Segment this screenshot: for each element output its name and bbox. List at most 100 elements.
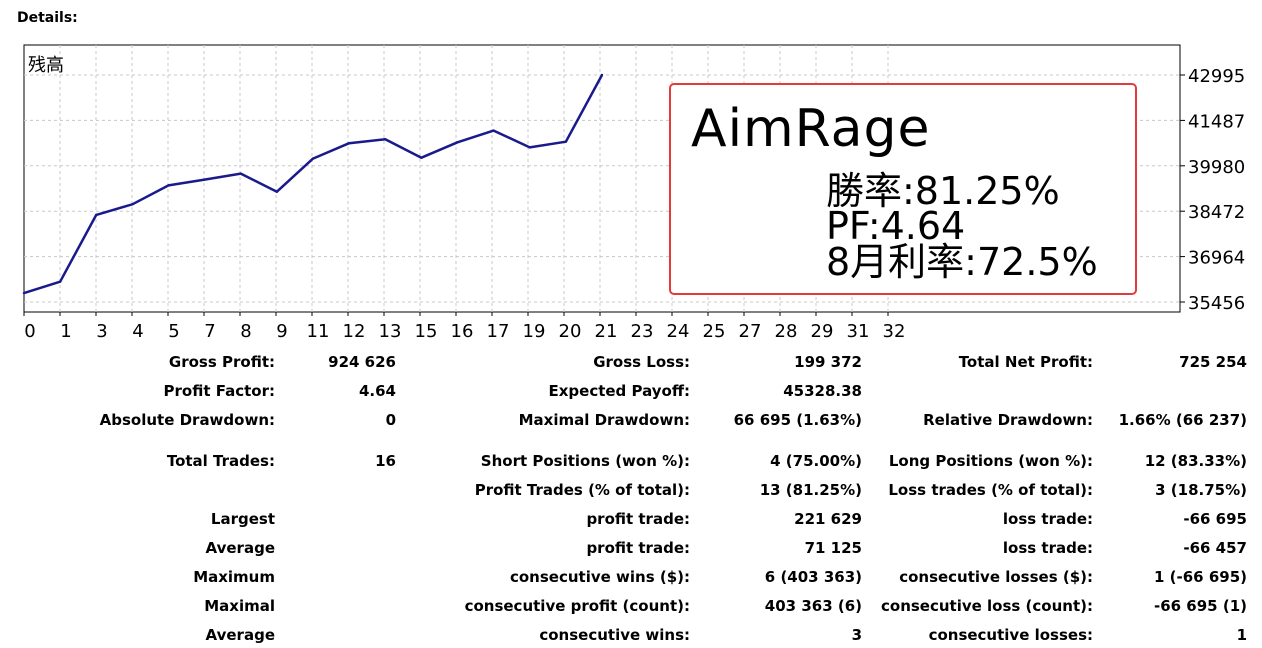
x-tick-label: 17 xyxy=(487,321,510,342)
data-point xyxy=(420,156,423,159)
y-tick-label: 36964 xyxy=(1188,248,1245,269)
data-point xyxy=(311,157,315,160)
stat-value: 725 254 xyxy=(1179,353,1247,371)
stat-label: Loss trades (% of total): xyxy=(888,481,1093,499)
stat-label: Absolute Drawdown: xyxy=(99,411,275,429)
stat-label: consecutive wins ($): xyxy=(509,568,690,586)
stat-value: -66 457 xyxy=(1183,539,1247,557)
x-tick-label: 12 xyxy=(343,321,366,342)
strategy-name: AimRage xyxy=(691,99,931,159)
x-tick-label: 27 xyxy=(739,321,762,342)
data-point xyxy=(456,141,459,144)
stat-value: 3 (18.75%) xyxy=(1155,481,1247,499)
data-point xyxy=(131,203,134,206)
data-point xyxy=(167,184,170,187)
stat-label: consecutive profit (count): xyxy=(464,597,690,615)
x-tick-label: 24 xyxy=(667,321,690,342)
stat-value: 199 372 xyxy=(794,353,862,371)
data-point xyxy=(275,190,279,193)
x-tick-label: 28 xyxy=(775,321,798,342)
stat-label: Average xyxy=(205,626,275,644)
x-tick-label: 15 xyxy=(415,321,438,342)
stat-value: 3 xyxy=(851,626,862,644)
stat-label: profit trade: xyxy=(586,510,690,528)
x-tick-label: 0 xyxy=(24,321,35,342)
stat-value: 221 629 xyxy=(794,510,862,528)
stat-label: Maximum xyxy=(193,568,275,586)
y-tick-label: 38472 xyxy=(1188,202,1245,223)
data-point xyxy=(600,73,604,77)
stat-value: -66 695 (1) xyxy=(1153,597,1247,615)
data-point xyxy=(58,280,62,283)
data-point xyxy=(564,140,568,143)
stats-row: Largest profit trade: 221 629 loss trade… xyxy=(0,510,1262,532)
stat-label: Gross Profit: xyxy=(168,353,275,371)
stat-label: Short Positions (won %): xyxy=(480,452,690,470)
stat-value: 45328.38 xyxy=(783,382,862,400)
stat-label: loss trade: xyxy=(1002,510,1093,528)
stat-value: -66 695 xyxy=(1183,510,1247,528)
stats-row: Profit Trades (% of total): 13 (81.25%) … xyxy=(0,481,1262,503)
profit-factor-text: PF:4.64 xyxy=(826,204,966,248)
strategy-summary-box: AimRage 勝率:81.25% PF:4.64 8月利率:72.5% xyxy=(669,83,1137,295)
stat-value: 924 626 xyxy=(328,353,396,371)
stats-row: Profit Factor: 4.64 Expected Payoff: 453… xyxy=(0,382,1262,404)
stat-label: Expected Payoff: xyxy=(548,382,690,400)
stat-value: 1 xyxy=(1236,626,1247,644)
y-tick-label: 39980 xyxy=(1188,157,1245,178)
stat-value: 403 363 (6) xyxy=(764,597,862,615)
stat-label: Total Net Profit: xyxy=(958,353,1093,371)
stat-label: Relative Drawdown: xyxy=(923,411,1093,429)
x-tick-label: 23 xyxy=(631,321,654,342)
x-tick-label: 7 xyxy=(204,321,215,342)
details-heading: Details: xyxy=(17,10,78,26)
stat-label: Profit Factor: xyxy=(163,382,275,400)
x-tick-label: 31 xyxy=(847,321,870,342)
x-tick-label: 8 xyxy=(240,321,251,342)
stat-label: Maximal xyxy=(204,597,275,615)
stat-label: Total Trades: xyxy=(166,452,275,470)
data-point xyxy=(528,146,531,149)
stat-label: consecutive loss (count): xyxy=(881,597,1093,615)
win-rate-text: 勝率:81.25% xyxy=(826,169,1060,213)
stat-label: Largest xyxy=(210,510,275,528)
x-tick-label: 1 xyxy=(60,321,71,342)
stat-label: consecutive losses ($): xyxy=(899,568,1093,586)
chart-title: 残高 xyxy=(28,55,64,76)
stat-label: consecutive losses: xyxy=(928,626,1093,644)
data-point xyxy=(95,213,98,217)
x-tick-label: 25 xyxy=(703,321,726,342)
stats-row: Absolute Drawdown: 0 Maximal Drawdown: 6… xyxy=(0,411,1262,433)
x-tick-label: 5 xyxy=(168,321,179,342)
stats-row: Total Trades: 16 Short Positions (won %)… xyxy=(0,452,1262,474)
stat-label: Profit Trades (% of total): xyxy=(474,481,690,499)
balance-series xyxy=(22,73,604,295)
y-tick-label: 41487 xyxy=(1188,111,1245,132)
stat-value: 6 (403 363) xyxy=(764,568,862,586)
x-tick-label: 13 xyxy=(379,321,402,342)
stats-row: Gross Profit: 924 626 Gross Loss: 199 37… xyxy=(0,353,1262,375)
stat-label: Gross Loss: xyxy=(593,353,690,371)
data-point xyxy=(492,129,495,132)
x-tick-label: 3 xyxy=(96,321,107,342)
data-point xyxy=(347,142,351,145)
data-point xyxy=(203,178,206,181)
stats-row: Average consecutive wins: 3 consecutive … xyxy=(0,626,1262,648)
stat-value: 0 xyxy=(385,411,396,429)
x-tick-label: 29 xyxy=(811,321,834,342)
stats-row: Average profit trade: 71 125 loss trade:… xyxy=(0,539,1262,561)
stat-value: 71 125 xyxy=(804,539,862,557)
stat-label: Maximal Drawdown: xyxy=(518,411,690,429)
y-axis-ticks: 42995 41487 39980 38472 36964 35456 xyxy=(1180,66,1245,314)
stats-table: Gross Profit: 924 626 Gross Loss: 199 37… xyxy=(0,348,1262,647)
stat-label: loss trade: xyxy=(1002,539,1093,557)
stat-label: profit trade: xyxy=(586,539,690,557)
stat-value: 4.64 xyxy=(358,382,396,400)
x-tick-label: 32 xyxy=(883,321,906,342)
stat-value: 66 695 (1.63%) xyxy=(733,411,862,429)
stat-value: 12 (83.33%) xyxy=(1144,452,1247,470)
x-tick-label: 11 xyxy=(307,321,330,342)
x-tick-label: 16 xyxy=(451,321,474,342)
stat-value: 16 xyxy=(375,452,396,470)
stats-row: Maximal consecutive profit (count): 403 … xyxy=(0,597,1262,619)
